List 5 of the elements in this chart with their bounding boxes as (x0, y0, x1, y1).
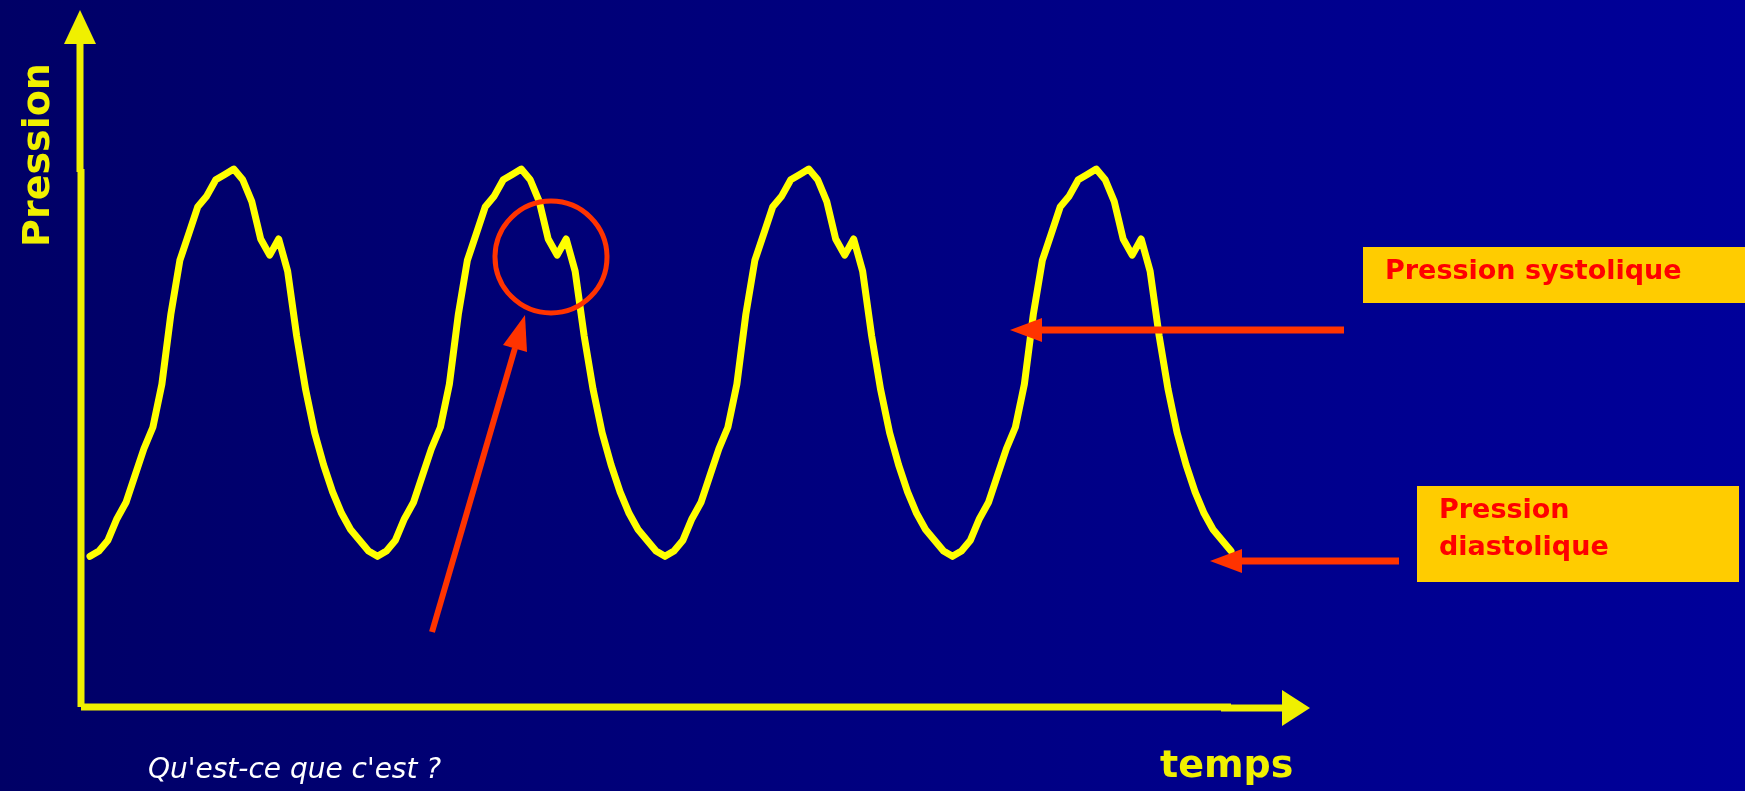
text: Qu'est-ce que c'est ? (148, 752, 442, 785)
text: Pression diastolique (1439, 492, 1609, 563)
y-axis-title: Pression (14, 63, 58, 247)
text: Pression systolique (1385, 253, 1683, 287)
x-axis-title: temps (1160, 742, 1294, 786)
